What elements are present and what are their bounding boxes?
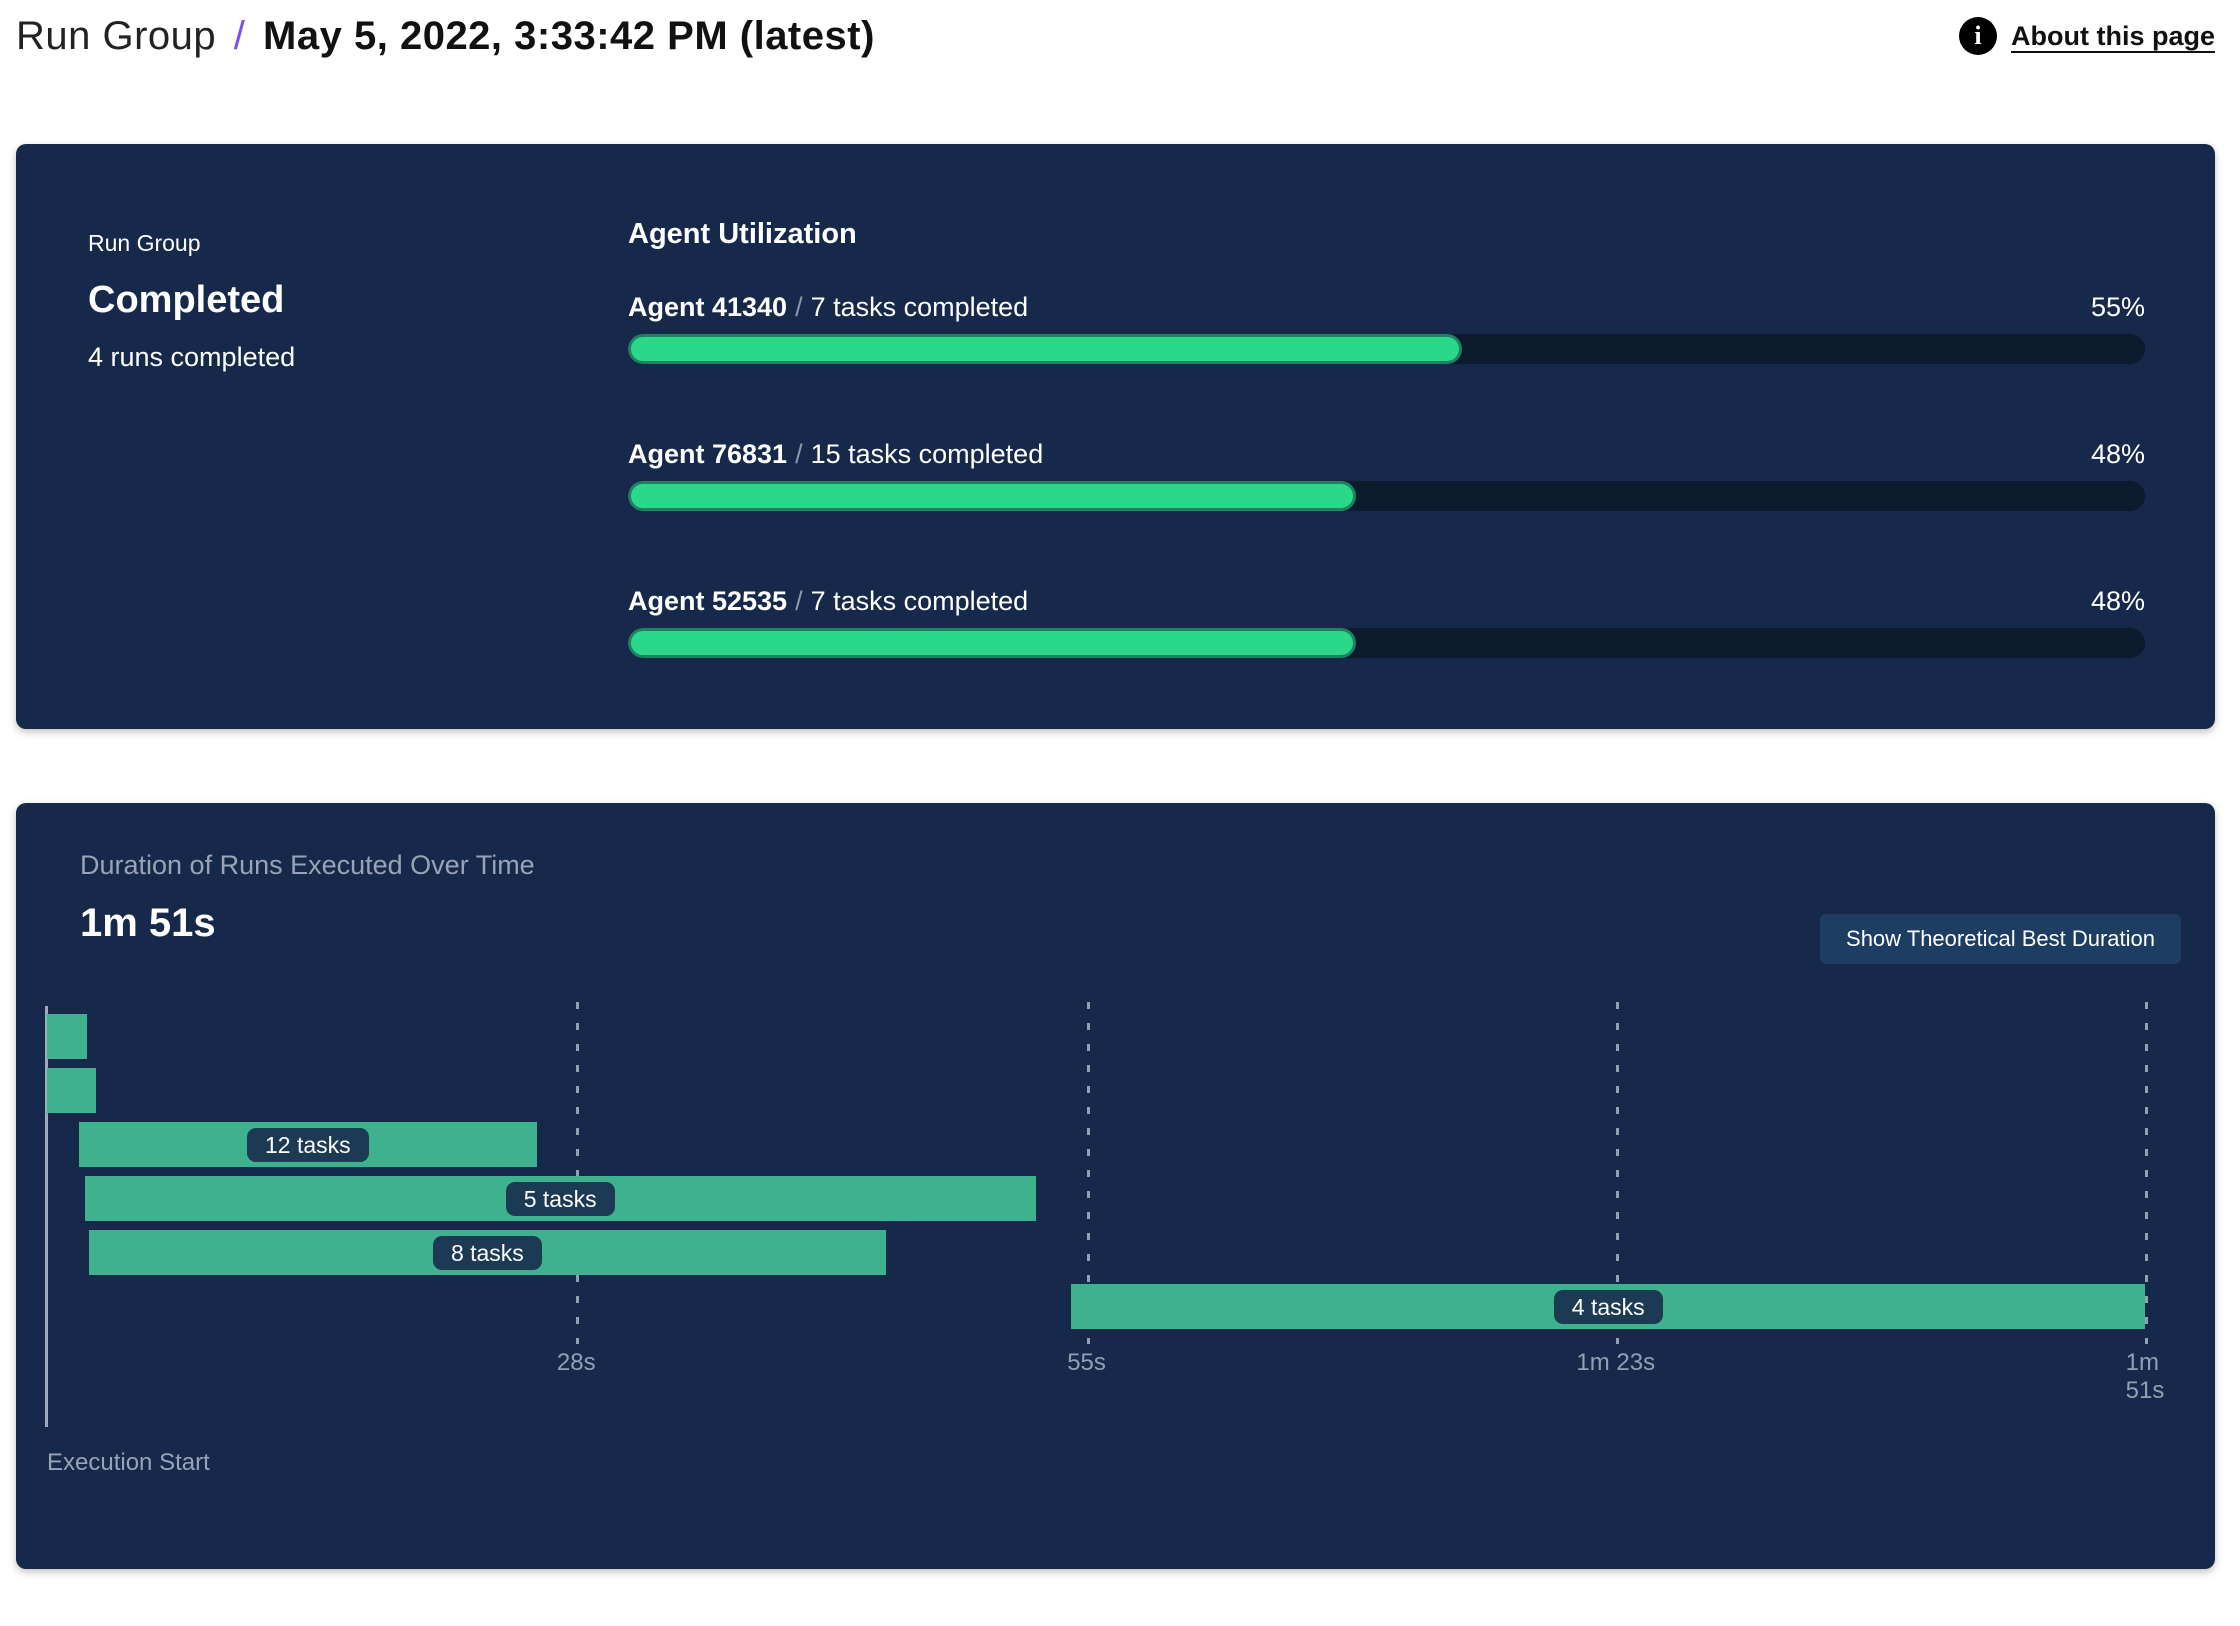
agent-utilization-list: Agent 41340/7 tasks completed 55% Agent 76… (628, 292, 2145, 658)
agent-utilization-bar-track (628, 481, 2145, 511)
agent-label: Agent 76831/15 tasks completed (628, 439, 1043, 469)
agent-utilization-row: Agent 76831/15 tasks completed 48% (628, 439, 2145, 511)
task-count-label: 12 tasks (246, 1127, 369, 1162)
agent-tasks-completed: 7 tasks completed (810, 586, 1029, 616)
run-duration-bar[interactable] (47, 1068, 97, 1113)
agent-utilization-bar-fill (628, 628, 1357, 658)
agent-tasks-completed: 7 tasks completed (810, 292, 1029, 322)
agent-name: Agent 76831 (628, 439, 788, 469)
chart-title: Duration of Runs Executed Over Time (80, 850, 535, 880)
agent-utilization-row: Agent 41340/7 tasks completed 55% (628, 292, 2145, 364)
agent-utilization-percent: 55% (2090, 292, 2145, 322)
task-count-label: 8 tasks (432, 1235, 542, 1270)
agent-utilization-bar-track (628, 628, 2145, 658)
chart-gridline (1615, 1002, 1619, 1344)
agent-label: Agent 41340/7 tasks completed (628, 292, 1028, 322)
runs-completed-count: 4 runs completed (88, 342, 296, 372)
run-duration-bar[interactable] (47, 1014, 87, 1059)
breadcrumb-separator: / (233, 13, 246, 58)
agent-tasks-completed: 15 tasks completed (810, 439, 1044, 469)
agent-utilization-percent: 48% (2090, 439, 2145, 469)
duration-gantt-chart: Execution Start 28s 55s 1m 23s 1m 51s 12 tas… (45, 1002, 2164, 1502)
x-tick-label: 1m 23s (1576, 1349, 1656, 1376)
total-duration-value: 1m 51s (80, 901, 216, 945)
task-count-label: 4 tasks (1553, 1289, 1663, 1324)
duration-panel: Duration of Runs Executed Over Time 1m 5… (16, 803, 2215, 1569)
agent-utilization-bar-track (628, 334, 2145, 364)
agent-utilization-title: Agent Utilization (628, 218, 857, 250)
execution-start-label: Execution Start (47, 1449, 210, 1476)
run-group-status-block: Run Group Completed 4 runs completed (16, 144, 628, 729)
agent-label-separator: / (795, 292, 803, 322)
agent-utilization-row: Agent 52535/7 tasks completed 48% (628, 586, 2145, 658)
task-count-label: 5 tasks (505, 1181, 615, 1216)
page-header: Run Group / May 5, 2022, 3:33:42 PM (lat… (0, 0, 2240, 60)
page-title: Run Group / May 5, 2022, 3:33:42 PM (lat… (16, 14, 875, 59)
agent-utilization-percent: 48% (2090, 586, 2145, 616)
run-timestamp-title: May 5, 2022, 3:33:42 PM (latest) (263, 13, 875, 58)
agent-label: Agent 52535/7 tasks completed (628, 586, 1028, 616)
about-this-page-label: About this page (2011, 20, 2215, 51)
agent-name: Agent 52535 (628, 586, 788, 616)
agent-utilization-bar-fill (628, 334, 1463, 364)
chart-gridline (2145, 1002, 2148, 1344)
x-tick-label: 1m 51s (2125, 1349, 2165, 1404)
status-badge: Completed (88, 279, 285, 321)
about-this-page-link[interactable]: i About this page (1959, 17, 2215, 55)
chart-y-axis-line (45, 1006, 48, 1427)
chart-gridline (576, 1002, 580, 1344)
agent-label-separator: / (795, 586, 803, 616)
info-icon: i (1959, 17, 1997, 55)
x-tick-label: 28s (556, 1349, 596, 1376)
run-group-summary-panel: Run Group Completed 4 runs completed Age… (16, 144, 2215, 729)
agent-name: Agent 41340 (628, 292, 788, 322)
agent-utilization-bar-fill (628, 481, 1357, 511)
run-duration-bar[interactable]: 4 tasks (1071, 1284, 2145, 1329)
run-group-label: Run Group (88, 230, 201, 256)
chart-gridline (1086, 1002, 1090, 1344)
run-duration-bar[interactable]: 12 tasks (79, 1122, 537, 1167)
agent-utilization-section: Agent Utilization Agent 41340/7 tasks co… (628, 144, 2215, 729)
show-theoretical-best-duration-button[interactable]: Show Theoretical Best Duration (1820, 914, 2181, 964)
x-tick-label: 55s (1067, 1349, 1106, 1376)
run-duration-bar[interactable]: 8 tasks (88, 1230, 887, 1275)
agent-label-separator: / (795, 439, 803, 469)
breadcrumb: Run Group (16, 13, 217, 58)
run-duration-bar[interactable]: 5 tasks (84, 1176, 1036, 1221)
